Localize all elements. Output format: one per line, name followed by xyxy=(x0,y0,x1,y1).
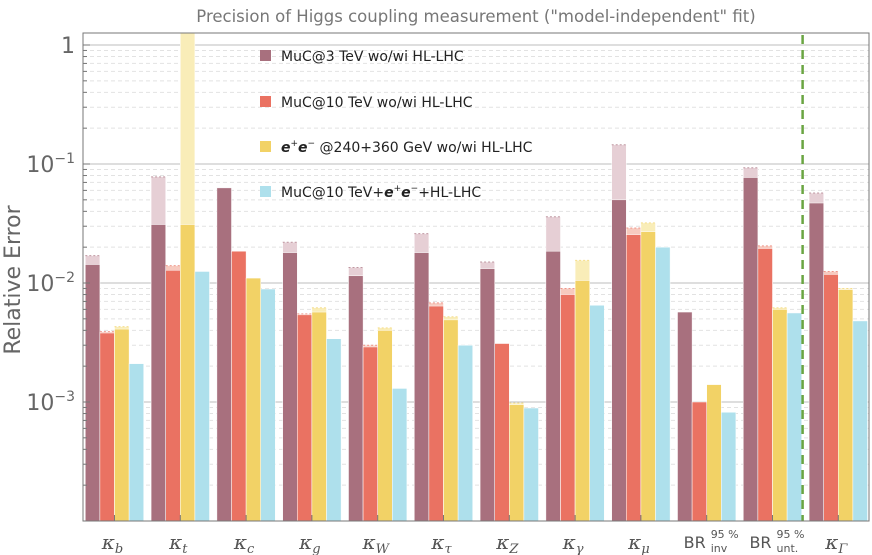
bar-wi-hl-lhc xyxy=(589,305,605,522)
bar-wi-hl-lhc xyxy=(523,407,539,522)
y-tick-label: 1 xyxy=(61,34,75,59)
bar-wi-hl-lhc xyxy=(114,328,130,522)
bar-wi-hl-lhc xyxy=(297,314,313,522)
y-tick-label: 10−1 xyxy=(26,151,75,178)
bar-wi-hl-lhc xyxy=(377,330,393,522)
frame-layer xyxy=(82,32,870,522)
x-tick-label: κc xyxy=(233,530,255,555)
x-tick-label-sup: 95 % xyxy=(777,528,805,541)
bar-wi-hl-lhc xyxy=(311,311,327,522)
y-tick-label: 10−2 xyxy=(26,270,75,297)
bar-wi-hl-lhc xyxy=(194,271,210,522)
bar-wi-hl-lhc xyxy=(838,289,854,522)
bar-wi-hl-lhc xyxy=(706,384,722,522)
bar-wi-hl-lhc xyxy=(677,311,693,522)
legend-label: MuC@3 TeV wo/wi HL-LHC xyxy=(281,49,464,65)
bar-wi-hl-lhc xyxy=(691,401,707,522)
bar-wi-hl-lhc xyxy=(611,199,627,522)
bar-wi-hl-lhc xyxy=(823,274,839,522)
bar-wi-hl-lhc xyxy=(494,343,510,522)
bar-wi-hl-lhc xyxy=(509,404,525,522)
bar-wi-hl-lhc xyxy=(348,275,364,522)
bar-wi-hl-lhc xyxy=(180,224,196,522)
legend-label: MuC@10 TeV wo/wi HL-LHC xyxy=(281,95,473,111)
legend: MuC@3 TeV wo/wi HL-LHC MuC@10 TeV wo/wi H… xyxy=(260,49,533,201)
y-axis: 1 10−1 10−2 10−3 xyxy=(26,34,90,522)
legend-swatch xyxy=(260,186,271,197)
x-tick-label: κt xyxy=(168,530,188,555)
bar-wi-hl-lhc xyxy=(99,332,115,522)
bar-wi-hl-lhc xyxy=(260,288,276,522)
chart-title: Precision of Higgs coupling measurement … xyxy=(196,7,755,26)
bar-wi-hl-lhc xyxy=(574,280,590,522)
bar-wi-hl-lhc xyxy=(128,363,144,522)
plot-frame xyxy=(82,32,870,522)
x-tick-label-sub: inv xyxy=(711,542,728,555)
x-tick-label: κg xyxy=(298,530,320,555)
x-tick-label: κW xyxy=(361,530,390,555)
bar-wi-hl-lhc xyxy=(721,412,737,522)
x-tick-label: κb xyxy=(101,530,123,555)
bar-wi-hl-lhc xyxy=(626,234,642,522)
bar-wi-hl-lhc xyxy=(808,202,824,522)
bar-wi-hl-lhc xyxy=(443,319,459,522)
bar-wi-hl-lhc xyxy=(457,344,473,522)
legend-swatch xyxy=(260,50,271,61)
legend-label: e+e− @240+360 GeV wo/wi HL-LHC xyxy=(281,139,533,156)
x-tick-label: BR 95 %inv xyxy=(684,528,739,555)
bar-wi-hl-lhc xyxy=(640,231,656,522)
x-tick-label-sub: unt. xyxy=(777,542,799,555)
bar-wi-hl-lhc xyxy=(757,248,773,522)
legend-swatch xyxy=(260,96,271,107)
legend-label: MuC@10 TeV+e+e−+HL-LHC xyxy=(281,184,481,201)
x-tick-label: κμ xyxy=(627,530,650,555)
x-tick-label: κτ xyxy=(430,530,452,555)
bar-wi-hl-lhc xyxy=(545,250,561,522)
bar-wi-hl-lhc xyxy=(414,252,430,522)
bar-wi-hl-lhc xyxy=(655,246,671,522)
x-tick-label-main: BR xyxy=(749,533,771,552)
bar-wi-hl-lhc xyxy=(852,320,868,522)
bar-wi-hl-lhc xyxy=(560,294,576,522)
x-tick-label: κγ xyxy=(562,530,584,555)
x-tick-label: BR 95 %unt. xyxy=(749,528,804,555)
y-tick-label: 10−3 xyxy=(26,389,75,416)
bar-wi-hl-lhc xyxy=(245,277,261,522)
bar-wi-hl-lhc xyxy=(786,312,802,522)
bar-wi-hl-lhc xyxy=(743,177,759,522)
x-tick-label: κΓ xyxy=(824,530,848,555)
bar-wi-hl-lhc xyxy=(165,269,181,522)
bar-wi-hl-lhc xyxy=(150,224,166,522)
bar-wi-hl-lhc xyxy=(85,264,101,522)
bar-wi-hl-lhc xyxy=(428,305,444,522)
bar-wi-hl-lhc xyxy=(216,187,232,522)
bar-wi-hl-lhc xyxy=(772,309,788,522)
x-tick-label-sup: 95 % xyxy=(711,528,739,541)
bar-wi-hl-lhc xyxy=(282,252,298,522)
bar-wi-hl-lhc xyxy=(392,388,408,522)
grid-layer xyxy=(83,44,869,486)
y-axis-label: Relative Error xyxy=(1,204,26,354)
bar-wi-hl-lhc xyxy=(231,250,247,522)
x-tick-label: κZ xyxy=(495,530,519,555)
bar-wi-hl-lhc xyxy=(362,346,378,522)
bar-wi-hl-lhc xyxy=(326,338,342,522)
legend-swatch xyxy=(260,141,271,152)
x-tick-label-main: BR xyxy=(684,533,706,552)
bar-wi-hl-lhc xyxy=(479,268,495,522)
bars-layer xyxy=(85,32,868,522)
